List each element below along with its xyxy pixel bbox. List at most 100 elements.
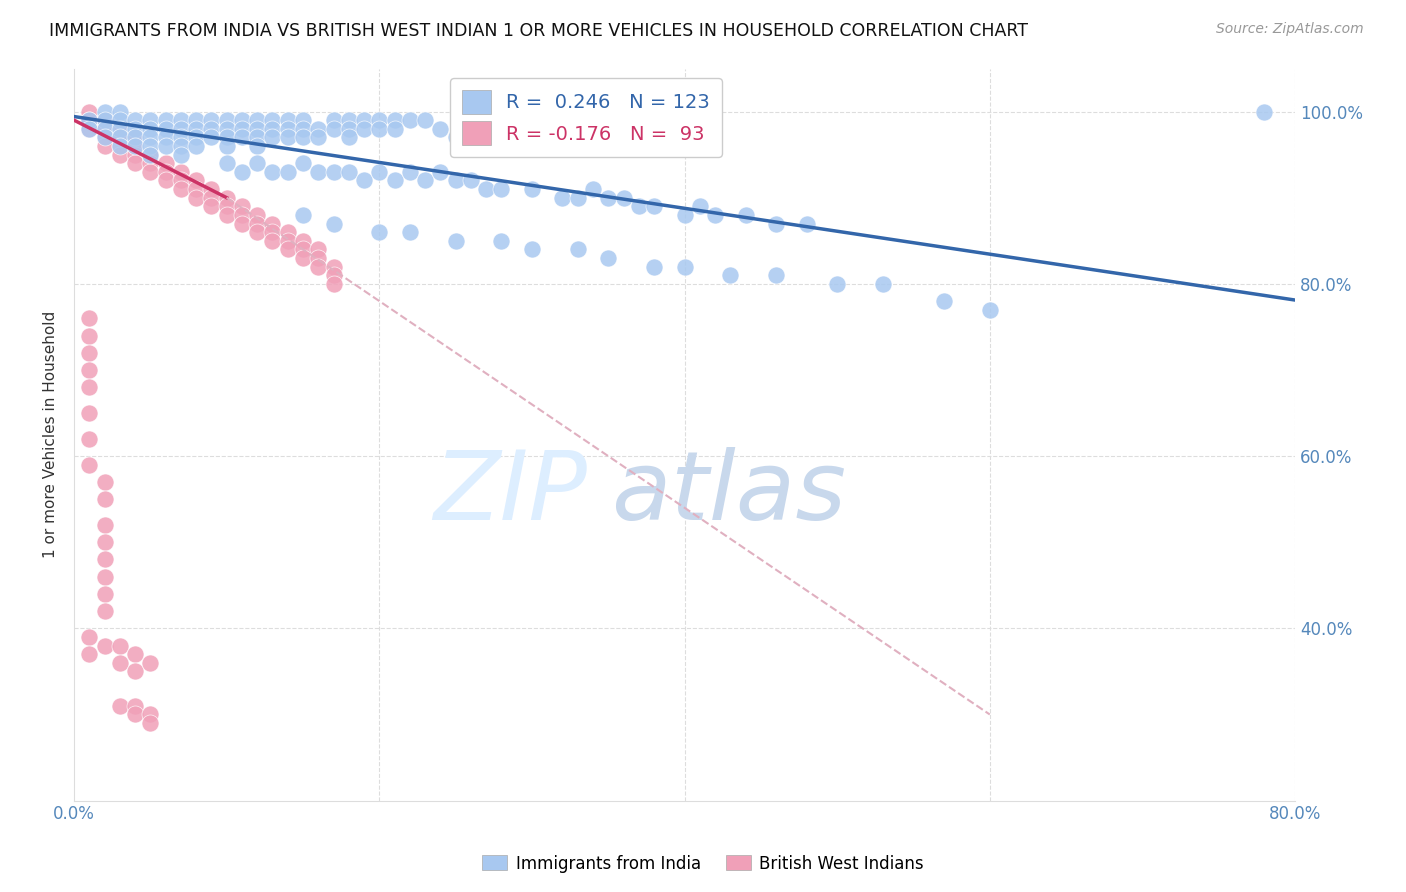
Point bbox=[353, 113, 375, 128]
Point bbox=[277, 130, 299, 145]
Point bbox=[337, 165, 360, 179]
Point bbox=[322, 277, 344, 291]
Point bbox=[186, 113, 208, 128]
Point bbox=[246, 156, 269, 170]
Point bbox=[398, 165, 420, 179]
Point bbox=[155, 165, 177, 179]
Point bbox=[139, 156, 162, 170]
Point bbox=[200, 191, 222, 205]
Legend: Immigrants from India, British West Indians: Immigrants from India, British West Indi… bbox=[475, 848, 931, 880]
Point bbox=[93, 587, 115, 601]
Point bbox=[79, 630, 101, 644]
Point bbox=[108, 639, 131, 653]
Point bbox=[246, 225, 269, 239]
Point bbox=[93, 475, 115, 489]
Point bbox=[444, 130, 467, 145]
Point bbox=[475, 182, 498, 196]
Point bbox=[186, 139, 208, 153]
Point bbox=[307, 260, 329, 274]
Point bbox=[79, 121, 101, 136]
Point bbox=[872, 277, 894, 291]
Point bbox=[93, 121, 115, 136]
Point bbox=[215, 121, 238, 136]
Point bbox=[93, 570, 115, 584]
Point bbox=[200, 121, 222, 136]
Point bbox=[643, 199, 665, 213]
Point bbox=[215, 191, 238, 205]
Point bbox=[155, 113, 177, 128]
Point bbox=[612, 191, 634, 205]
Point bbox=[93, 113, 115, 128]
Point bbox=[93, 604, 115, 618]
Point bbox=[155, 156, 177, 170]
Point bbox=[108, 139, 131, 153]
Point bbox=[246, 208, 269, 222]
Point bbox=[262, 225, 284, 239]
Point bbox=[124, 147, 146, 161]
Point bbox=[277, 113, 299, 128]
Point bbox=[368, 113, 391, 128]
Point bbox=[124, 121, 146, 136]
Point bbox=[108, 139, 131, 153]
Point bbox=[246, 113, 269, 128]
Point bbox=[353, 121, 375, 136]
Point bbox=[292, 121, 315, 136]
Point bbox=[277, 243, 299, 257]
Point bbox=[353, 173, 375, 187]
Point bbox=[93, 518, 115, 533]
Point bbox=[322, 260, 344, 274]
Point bbox=[307, 243, 329, 257]
Point bbox=[551, 130, 574, 145]
Point bbox=[79, 432, 101, 446]
Point bbox=[429, 121, 451, 136]
Point bbox=[139, 716, 162, 731]
Point bbox=[413, 173, 436, 187]
Point bbox=[384, 173, 406, 187]
Point bbox=[200, 199, 222, 213]
Point bbox=[139, 121, 162, 136]
Point bbox=[200, 113, 222, 128]
Point bbox=[124, 139, 146, 153]
Point bbox=[186, 130, 208, 145]
Point bbox=[246, 130, 269, 145]
Point bbox=[292, 208, 315, 222]
Point bbox=[734, 208, 756, 222]
Point bbox=[124, 698, 146, 713]
Point bbox=[79, 113, 101, 128]
Point bbox=[277, 165, 299, 179]
Point bbox=[139, 113, 162, 128]
Point bbox=[124, 130, 146, 145]
Point bbox=[139, 147, 162, 161]
Point bbox=[93, 130, 115, 145]
Point bbox=[124, 665, 146, 679]
Point bbox=[460, 173, 482, 187]
Point bbox=[322, 268, 344, 283]
Point bbox=[108, 121, 131, 136]
Point bbox=[139, 707, 162, 722]
Point bbox=[491, 121, 513, 136]
Point bbox=[139, 656, 162, 670]
Point bbox=[307, 165, 329, 179]
Point bbox=[93, 535, 115, 549]
Point bbox=[155, 130, 177, 145]
Point bbox=[79, 380, 101, 394]
Point bbox=[765, 217, 787, 231]
Point bbox=[231, 113, 253, 128]
Point bbox=[262, 130, 284, 145]
Point bbox=[93, 639, 115, 653]
Point bbox=[307, 251, 329, 265]
Point bbox=[186, 173, 208, 187]
Point bbox=[79, 104, 101, 119]
Point bbox=[231, 208, 253, 222]
Point bbox=[262, 217, 284, 231]
Point bbox=[322, 113, 344, 128]
Point bbox=[368, 121, 391, 136]
Point bbox=[170, 147, 193, 161]
Point bbox=[368, 225, 391, 239]
Point bbox=[186, 191, 208, 205]
Point bbox=[124, 113, 146, 128]
Point bbox=[460, 121, 482, 136]
Point bbox=[139, 165, 162, 179]
Point bbox=[79, 406, 101, 420]
Point bbox=[384, 121, 406, 136]
